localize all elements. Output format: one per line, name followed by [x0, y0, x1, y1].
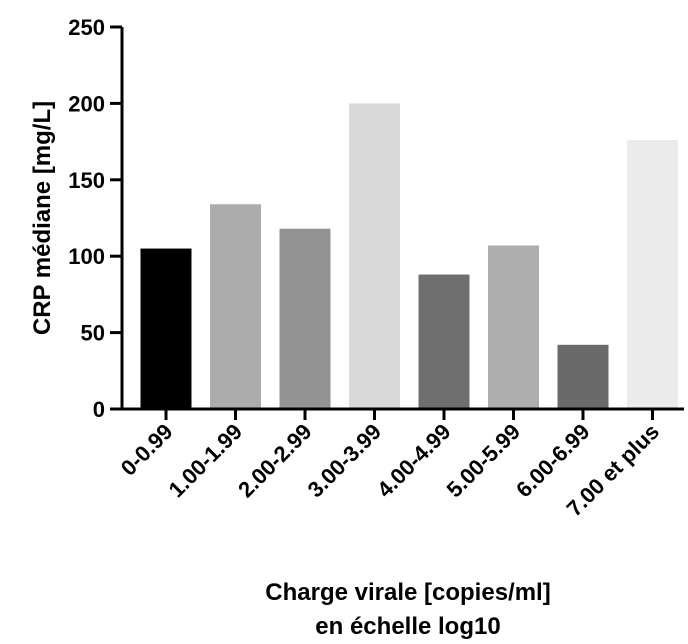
- x-axis-ticks: 0-0.991.00-1.992.00-2.993.00-3.994.00-4.…: [116, 409, 664, 521]
- x-tick-label-4: 4.00-4.99: [372, 419, 455, 502]
- bar-0: [140, 248, 192, 409]
- bar-2: [279, 228, 331, 409]
- y-tick-label-1: 50: [81, 321, 105, 346]
- x-tick-label-1: 1.00-1.99: [164, 419, 247, 502]
- x-tick-label-3: 3.00-3.99: [303, 419, 386, 502]
- bar-7: [627, 140, 678, 409]
- bar-5: [488, 245, 539, 409]
- x-tick-label-2: 2.00-2.99: [233, 419, 316, 502]
- bar-6: [557, 344, 609, 409]
- bar-1: [210, 204, 261, 409]
- y-tick-label-5: 250: [68, 15, 105, 40]
- bar-3: [349, 103, 400, 410]
- y-tick-label-0: 0: [93, 397, 105, 422]
- x-axis-title-line-2: en échelle log10: [315, 613, 500, 640]
- x-tick-label-5: 5.00-5.99: [442, 419, 525, 502]
- y-axis-ticks: 0 50 100 150 200 250: [68, 15, 122, 422]
- y-tick-label-2: 100: [68, 244, 105, 269]
- x-axis-title-line-1: Charge virale [copies/ml]: [265, 579, 550, 606]
- y-tick-label-4: 200: [68, 91, 105, 116]
- bars-group: [140, 103, 678, 410]
- y-axis-title: CRP médiane [mg/L]: [29, 101, 56, 335]
- bar-4: [418, 274, 470, 409]
- x-tick-label-0: 0-0.99: [116, 419, 178, 481]
- y-tick-label-3: 150: [68, 168, 105, 193]
